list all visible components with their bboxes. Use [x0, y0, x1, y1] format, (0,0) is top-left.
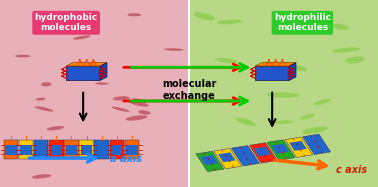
Polygon shape [200, 155, 218, 165]
Ellipse shape [133, 98, 148, 102]
FancyBboxPatch shape [66, 66, 100, 80]
FancyBboxPatch shape [189, 0, 378, 187]
Ellipse shape [293, 65, 307, 71]
Ellipse shape [313, 99, 331, 105]
FancyBboxPatch shape [36, 145, 47, 155]
Text: molecular
exchange: molecular exchange [162, 79, 216, 101]
Ellipse shape [215, 58, 238, 63]
Polygon shape [196, 151, 224, 172]
Ellipse shape [127, 13, 141, 16]
Ellipse shape [73, 35, 91, 40]
Ellipse shape [62, 19, 80, 24]
Ellipse shape [32, 174, 51, 179]
Polygon shape [267, 140, 295, 160]
Ellipse shape [36, 98, 46, 100]
Ellipse shape [235, 118, 256, 126]
Text: c axis: c axis [336, 165, 367, 175]
Ellipse shape [276, 120, 293, 124]
FancyBboxPatch shape [4, 140, 18, 159]
FancyBboxPatch shape [0, 0, 189, 187]
Ellipse shape [345, 56, 364, 63]
FancyBboxPatch shape [81, 145, 92, 155]
FancyBboxPatch shape [110, 140, 124, 159]
Ellipse shape [138, 110, 151, 115]
Ellipse shape [46, 126, 64, 130]
Polygon shape [285, 137, 313, 157]
Ellipse shape [332, 47, 360, 53]
Polygon shape [303, 134, 331, 154]
Polygon shape [218, 152, 235, 162]
Polygon shape [255, 63, 296, 66]
Polygon shape [214, 148, 242, 169]
FancyBboxPatch shape [34, 140, 48, 159]
Ellipse shape [216, 20, 242, 24]
FancyBboxPatch shape [125, 140, 139, 159]
Polygon shape [289, 141, 307, 151]
FancyBboxPatch shape [64, 140, 79, 159]
Polygon shape [271, 144, 289, 154]
Text: a axis: a axis [110, 154, 142, 164]
Polygon shape [254, 147, 271, 157]
FancyBboxPatch shape [5, 145, 17, 155]
Ellipse shape [35, 106, 53, 111]
Polygon shape [289, 63, 296, 80]
Polygon shape [236, 149, 253, 159]
Ellipse shape [126, 115, 147, 121]
FancyBboxPatch shape [20, 145, 32, 155]
FancyBboxPatch shape [49, 140, 64, 159]
Polygon shape [232, 145, 259, 166]
Ellipse shape [41, 82, 51, 86]
Ellipse shape [302, 127, 328, 134]
Ellipse shape [268, 140, 288, 147]
Ellipse shape [113, 96, 130, 100]
Text: hydrophilic
molecules: hydrophilic molecules [274, 13, 331, 33]
FancyBboxPatch shape [94, 140, 109, 159]
Polygon shape [249, 143, 277, 163]
Polygon shape [100, 63, 107, 80]
Ellipse shape [194, 12, 215, 20]
FancyBboxPatch shape [111, 145, 122, 155]
FancyBboxPatch shape [51, 145, 62, 155]
Polygon shape [307, 138, 324, 148]
Ellipse shape [301, 114, 314, 120]
Polygon shape [66, 63, 107, 66]
FancyBboxPatch shape [126, 145, 138, 155]
FancyBboxPatch shape [255, 66, 289, 80]
FancyBboxPatch shape [66, 145, 77, 155]
Ellipse shape [32, 154, 48, 157]
Ellipse shape [95, 82, 108, 85]
Ellipse shape [112, 107, 130, 112]
FancyBboxPatch shape [96, 145, 107, 155]
Ellipse shape [130, 101, 149, 107]
Ellipse shape [164, 48, 183, 51]
Ellipse shape [15, 55, 31, 57]
FancyBboxPatch shape [79, 140, 94, 159]
FancyBboxPatch shape [19, 140, 33, 159]
Ellipse shape [333, 24, 349, 30]
Ellipse shape [267, 92, 299, 98]
Text: hydrophobic
molecules: hydrophobic molecules [34, 13, 98, 33]
